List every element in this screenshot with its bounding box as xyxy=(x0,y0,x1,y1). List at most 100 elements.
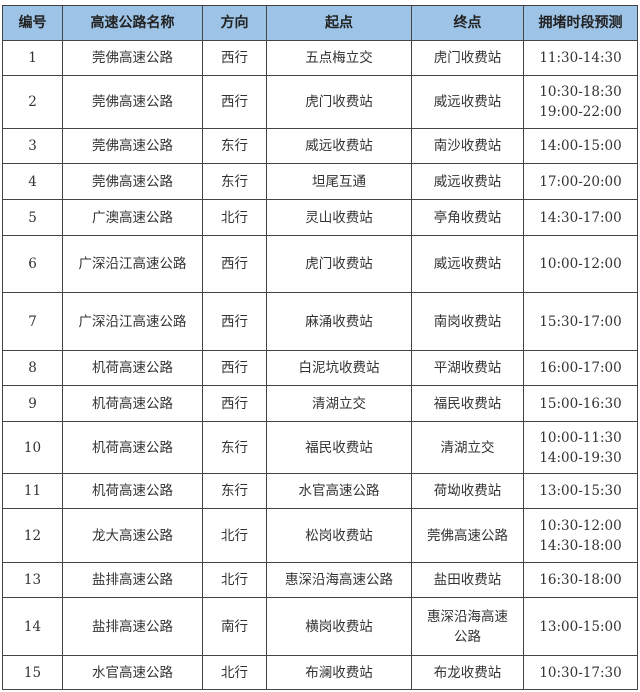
cell-congestion-time: 16:00-17:00 xyxy=(523,350,638,386)
cell-highway-name: 龙大高速公路 xyxy=(62,508,203,563)
cell-start-point: 威远收费站 xyxy=(266,128,412,164)
cell-start-point: 白泥坑收费站 xyxy=(266,350,412,386)
column-header-congestion-time: 拥堵时段预测 xyxy=(523,5,638,41)
table-row: 3 莞佛高速公路 东行 威远收费站 南沙收费站 14:00-15:00 xyxy=(2,128,638,164)
cell-start-point: 横岗收费站 xyxy=(266,597,412,656)
cell-number: 12 xyxy=(2,508,63,563)
cell-end-point: 惠深沿海高速 公路 xyxy=(411,597,524,656)
cell-number: 14 xyxy=(2,597,63,656)
cell-highway-name: 机荷高速公路 xyxy=(62,350,203,386)
cell-start-point: 坦尾互通 xyxy=(266,163,412,200)
cell-direction: 西行 xyxy=(202,75,267,129)
cell-highway-name: 莞佛高速公路 xyxy=(62,40,203,76)
cell-direction: 北行 xyxy=(202,508,267,563)
table-row: 10 机荷高速公路 东行 福民收费站 清湖立交 10:00-11:30 14:00-19:… xyxy=(2,421,638,474)
cell-number: 4 xyxy=(2,163,63,200)
cell-direction: 西行 xyxy=(202,40,267,76)
cell-congestion-time: 17:00-20:00 xyxy=(523,163,638,200)
cell-start-point: 清湖立交 xyxy=(266,385,412,422)
cell-congestion-time: 13:00-15:30 xyxy=(523,473,638,509)
cell-congestion-time: 14:30-17:00 xyxy=(523,199,638,236)
cell-start-point: 福民收费站 xyxy=(266,421,412,474)
column-header-number: 编号 xyxy=(2,5,63,41)
cell-end-point: 荷坳收费站 xyxy=(411,473,524,509)
cell-number: 8 xyxy=(2,350,63,386)
cell-end-point: 威远收费站 xyxy=(411,163,524,200)
cell-start-point: 松岗收费站 xyxy=(266,508,412,563)
table-row: 5 广澳高速公路 北行 灵山收费站 亭角收费站 14:30-17:00 xyxy=(2,199,638,236)
cell-congestion-time: 15:30-17:00 xyxy=(523,292,638,351)
column-header-direction: 方向 xyxy=(202,5,267,41)
cell-highway-name: 机荷高速公路 xyxy=(62,473,203,509)
cell-number: 1 xyxy=(2,40,63,76)
cell-congestion-time: 13:00-15:00 xyxy=(523,597,638,656)
table-row: 12 龙大高速公路 北行 松岗收费站 莞佛高速公路 10:30-12:00 14:30-1… xyxy=(2,508,638,563)
cell-end-point: 平湖收费站 xyxy=(411,350,524,386)
cell-end-point: 南沙收费站 xyxy=(411,128,524,164)
cell-start-point: 虎门收费站 xyxy=(266,75,412,129)
cell-direction: 东行 xyxy=(202,128,267,164)
header-row: 编号 高速公路名称 方向 起点 终点 拥堵时段预测 xyxy=(2,5,638,41)
cell-direction: 东行 xyxy=(202,473,267,509)
cell-congestion-time: 10:00-11:30 14:00-19:30 xyxy=(523,421,638,474)
table-row: 11 机荷高速公路 东行 水官高速公路 荷坳收费站 13:00-15:30 xyxy=(2,473,638,509)
table-row: 8 机荷高速公路 西行 白泥坑收费站 平湖收费站 16:00-17:00 xyxy=(2,350,638,386)
cell-highway-name: 莞佛高速公路 xyxy=(62,128,203,164)
cell-start-point: 虎门收费站 xyxy=(266,235,412,293)
cell-direction: 东行 xyxy=(202,163,267,200)
cell-highway-name: 广深沿江高速公路 xyxy=(62,292,203,351)
cell-direction: 北行 xyxy=(202,655,267,690)
cell-congestion-time: 10:00-12:00 xyxy=(523,235,638,293)
cell-direction: 北行 xyxy=(202,199,267,236)
cell-highway-name: 盐排高速公路 xyxy=(62,597,203,656)
cell-start-point: 麻涌收费站 xyxy=(266,292,412,351)
cell-end-point: 虎门收费站 xyxy=(411,40,524,76)
table-row: 7 广深沿江高速公路 西行 麻涌收费站 南岗收费站 15:30-17:00 xyxy=(2,292,638,351)
cell-congestion-time: 15:00-16:30 xyxy=(523,385,638,422)
congestion-forecast-table: 编号 高速公路名称 方向 起点 终点 拥堵时段预测 1 莞佛高速公路 西行 五点梅立交 虎门收费站… xyxy=(2,5,638,690)
cell-end-point: 盐田收费站 xyxy=(411,562,524,598)
cell-highway-name: 机荷高速公路 xyxy=(62,421,203,474)
cell-start-point: 惠深沿海高速公路 xyxy=(266,562,412,598)
column-header-end-point: 终点 xyxy=(411,5,524,41)
table-row: 9 机荷高速公路 西行 清湖立交 福民收费站 15:00-16:30 xyxy=(2,385,638,422)
cell-direction: 东行 xyxy=(202,421,267,474)
cell-direction: 西行 xyxy=(202,292,267,351)
cell-start-point: 布澜收费站 xyxy=(266,655,412,690)
cell-number: 10 xyxy=(2,421,63,474)
cell-number: 2 xyxy=(2,75,63,129)
cell-highway-name: 机荷高速公路 xyxy=(62,385,203,422)
cell-number: 11 xyxy=(2,473,63,509)
cell-number: 7 xyxy=(2,292,63,351)
cell-congestion-time: 10:30-17:30 xyxy=(523,655,638,690)
column-header-highway-name: 高速公路名称 xyxy=(62,5,203,41)
cell-highway-name: 广澳高速公路 xyxy=(62,199,203,236)
cell-end-point: 南岗收费站 xyxy=(411,292,524,351)
cell-start-point: 水官高速公路 xyxy=(266,473,412,509)
cell-number: 6 xyxy=(2,235,63,293)
cell-highway-name: 广深沿江高速公路 xyxy=(62,235,203,293)
cell-number: 3 xyxy=(2,128,63,164)
cell-number: 13 xyxy=(2,562,63,598)
cell-end-point: 布龙收费站 xyxy=(411,655,524,690)
column-header-start-point: 起点 xyxy=(266,5,412,41)
table-row: 2 莞佛高速公路 西行 虎门收费站 威远收费站 10:30-18:30 19:00-22:… xyxy=(2,75,638,129)
cell-direction: 北行 xyxy=(202,562,267,598)
table-row: 14 盐排高速公路 南行 横岗收费站 惠深沿海高速 公路 13:00-15:00 xyxy=(2,597,638,656)
cell-end-point: 威远收费站 xyxy=(411,75,524,129)
cell-congestion-time: 10:30-12:00 14:30-18:00 xyxy=(523,508,638,563)
cell-highway-name: 水官高速公路 xyxy=(62,655,203,690)
table-row: 1 莞佛高速公路 西行 五点梅立交 虎门收费站 11:30-14:30 xyxy=(2,40,638,76)
cell-number: 5 xyxy=(2,199,63,236)
cell-end-point: 亭角收费站 xyxy=(411,199,524,236)
cell-direction: 南行 xyxy=(202,597,267,656)
table-row: 15 水官高速公路 北行 布澜收费站 布龙收费站 10:30-17:30 xyxy=(2,655,638,690)
cell-number: 9 xyxy=(2,385,63,422)
cell-direction: 西行 xyxy=(202,385,267,422)
cell-end-point: 福民收费站 xyxy=(411,385,524,422)
table-row: 4 莞佛高速公路 东行 坦尾互通 威远收费站 17:00-20:00 xyxy=(2,163,638,200)
cell-congestion-time: 14:00-15:00 xyxy=(523,128,638,164)
cell-highway-name: 莞佛高速公路 xyxy=(62,75,203,129)
cell-congestion-time: 10:30-18:30 19:00-22:00 xyxy=(523,75,638,129)
cell-number: 15 xyxy=(2,655,63,690)
